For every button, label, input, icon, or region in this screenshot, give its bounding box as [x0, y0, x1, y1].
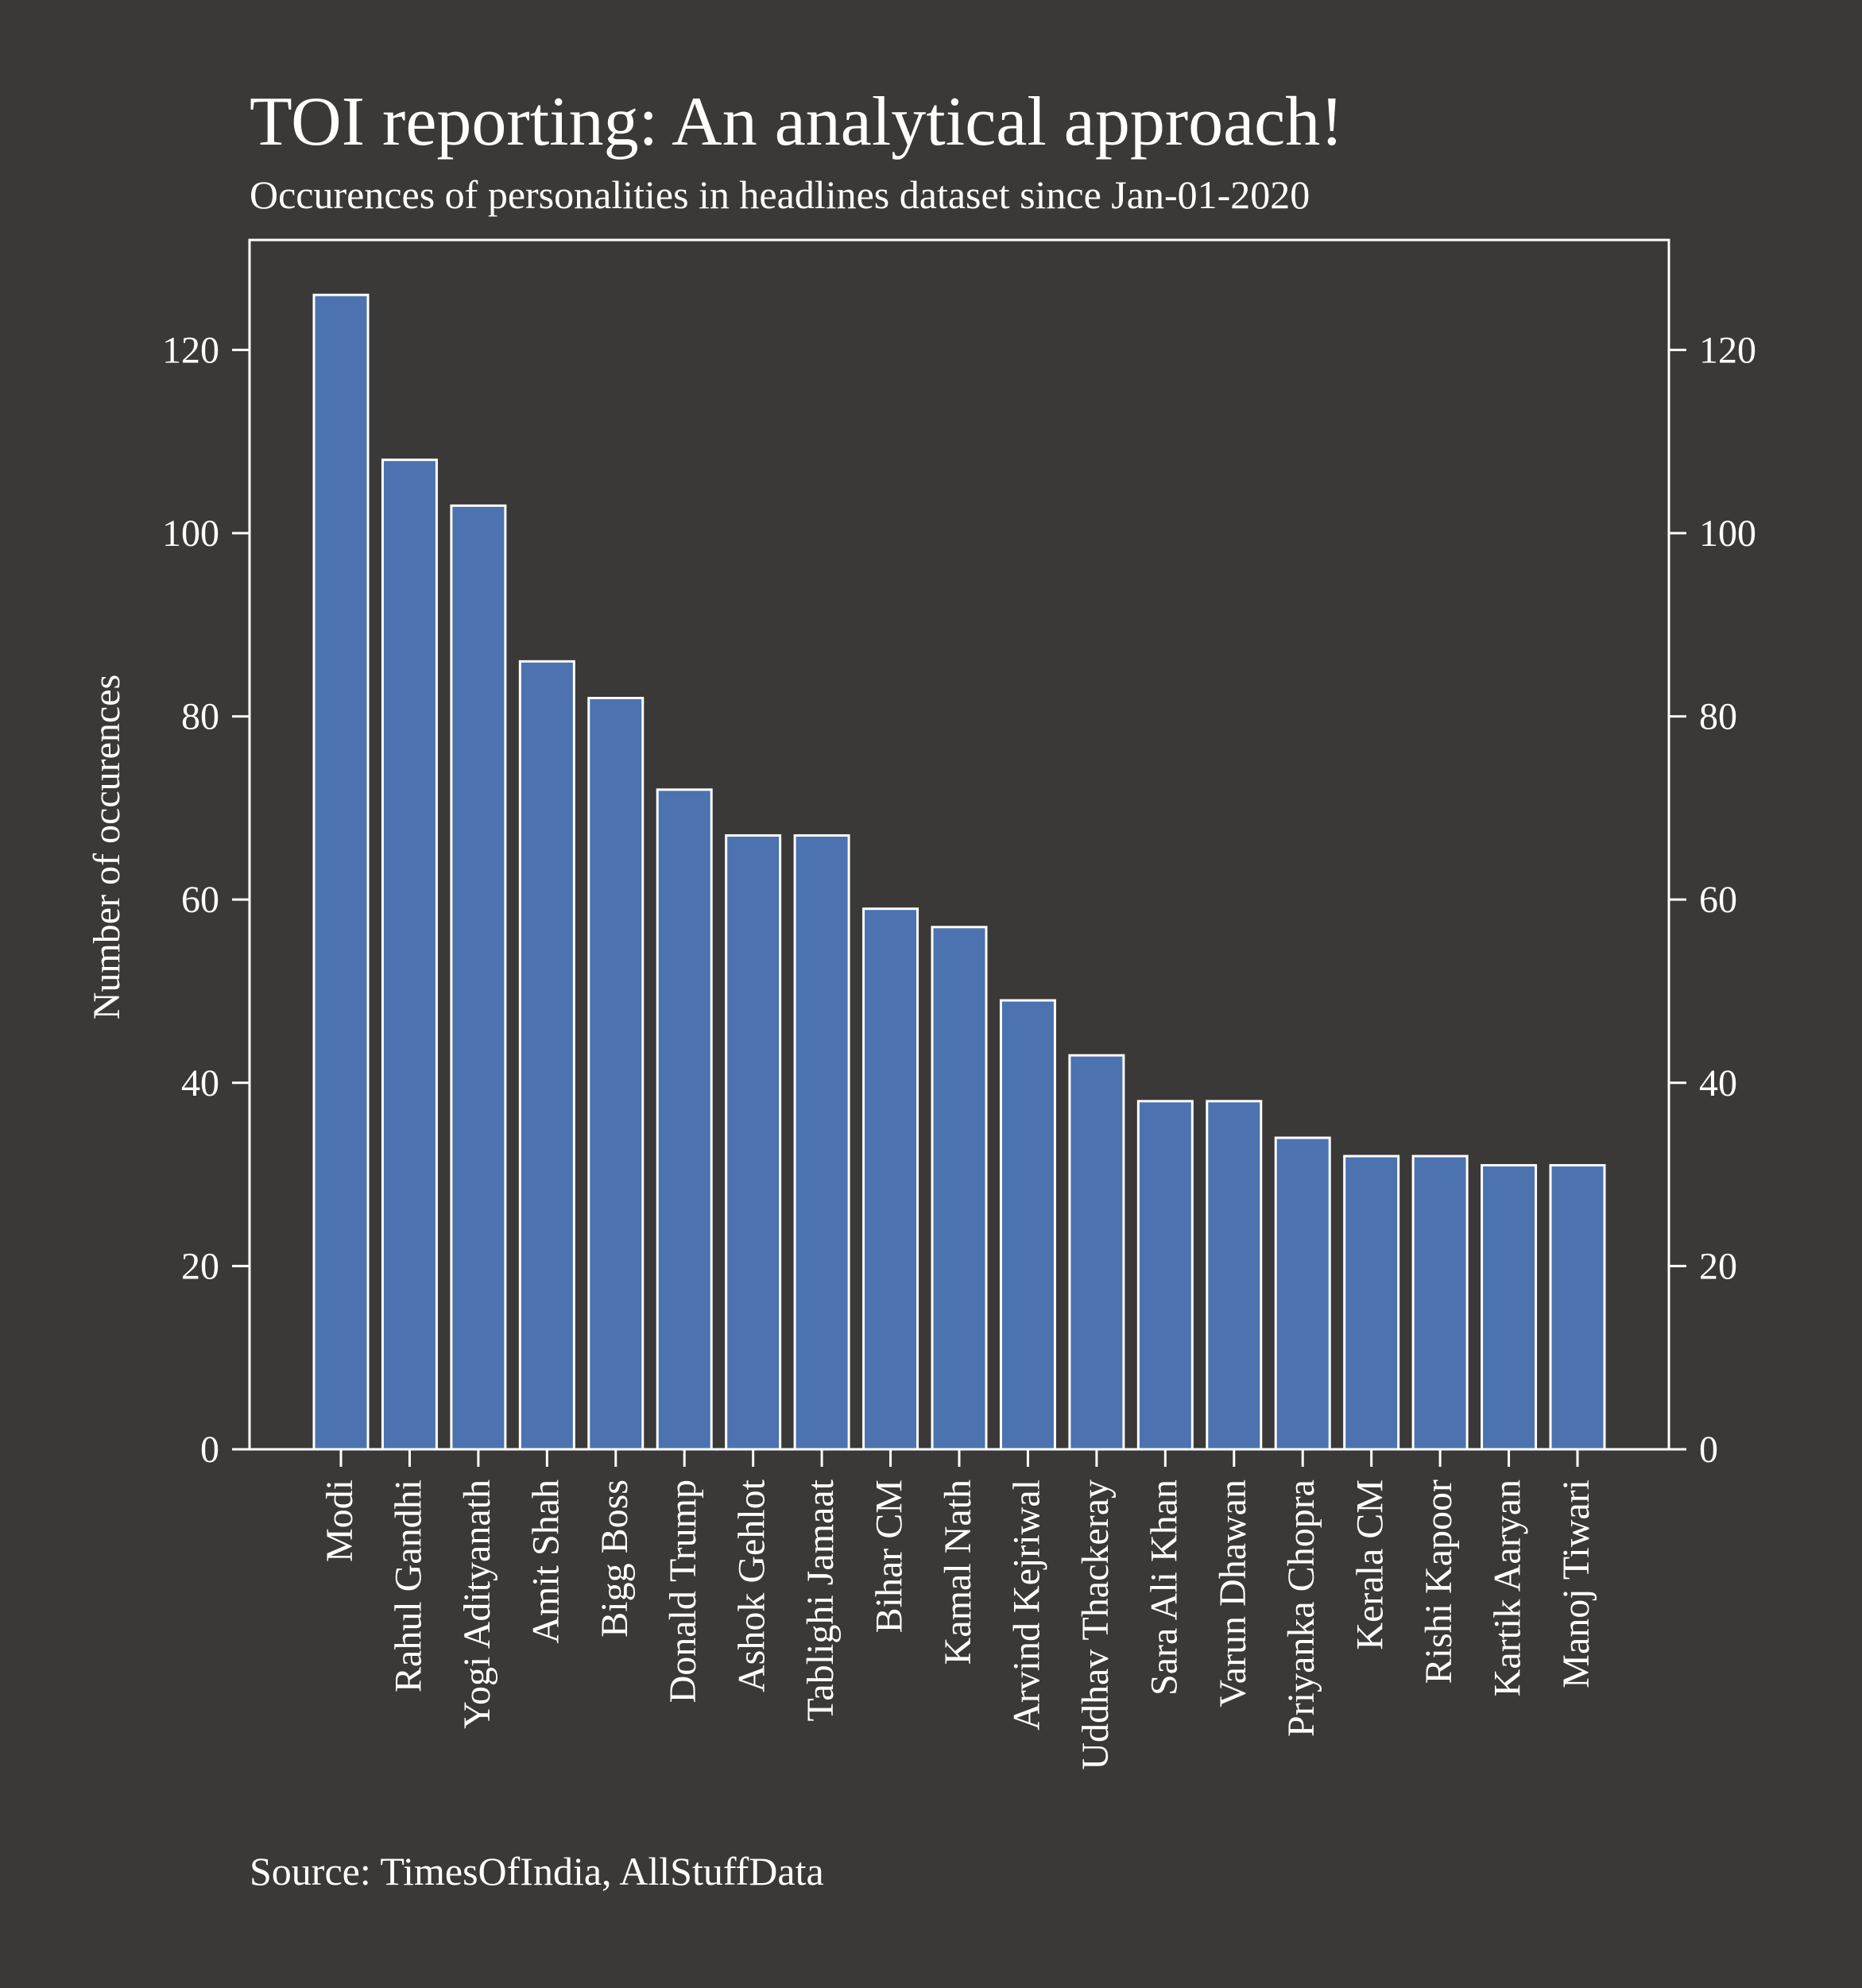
bar: [1549, 1164, 1606, 1451]
y-tick-label-right: 100: [1699, 512, 1756, 555]
x-tick-label: Yogi Adityanath: [456, 1479, 498, 1729]
y-tick-label-right: 20: [1699, 1245, 1737, 1287]
bar: [1481, 1164, 1538, 1451]
y-tick-label-right: 40: [1699, 1062, 1737, 1104]
x-tick-label: Priyanka Chopra: [1280, 1479, 1322, 1737]
bar: [931, 926, 988, 1451]
y-tick-label-right: 0: [1699, 1429, 1718, 1471]
x-tick-label: Manoj Tiwari: [1555, 1479, 1597, 1688]
x-tick-label: Modi: [319, 1479, 361, 1562]
bar: [450, 504, 507, 1451]
x-tick-label: Arvind Kejriwal: [1005, 1479, 1047, 1731]
y-tick-label-left: 80: [181, 696, 219, 738]
y-tick-label-left: 20: [181, 1245, 219, 1287]
bar: [862, 907, 919, 1451]
x-tick-label: Bihar CM: [869, 1479, 911, 1633]
x-tick-label: Kamal Nath: [937, 1479, 979, 1665]
y-tick-label-right: 120: [1699, 329, 1756, 371]
x-tick-label: Kerala CM: [1349, 1479, 1392, 1650]
x-tick-label: Uddhav Thackeray: [1074, 1479, 1117, 1770]
x-tick-label: Kartik Aaryan: [1487, 1479, 1529, 1696]
x-tick-label: Varun Dhawan: [1212, 1479, 1254, 1708]
x-tick-label: Ashok Gehlot: [731, 1479, 773, 1692]
bar: [1274, 1136, 1331, 1451]
x-tick-label: Bigg Boss: [594, 1479, 636, 1638]
chart-subtitle: Occurences of personalities in headlines…: [250, 172, 1310, 217]
x-tick-label: Amit Shah: [525, 1479, 567, 1644]
y-tick-label-right: 60: [1699, 879, 1737, 921]
chart-title: TOI reporting: An analytical approach!: [250, 83, 1344, 161]
bar: [381, 458, 438, 1451]
bar: [999, 999, 1056, 1451]
bar: [656, 788, 713, 1451]
x-tick-label: Rishi Kapoor: [1418, 1479, 1460, 1684]
y-tick-label-left: 0: [200, 1429, 219, 1471]
bar: [1068, 1054, 1125, 1451]
y-tick-label-right: 80: [1699, 696, 1737, 738]
bar: [725, 833, 782, 1451]
bar: [793, 833, 850, 1451]
bar: [1136, 1100, 1194, 1451]
y-tick-label-left: 100: [162, 512, 219, 555]
x-tick-label: Tablighi Jamaat: [799, 1479, 842, 1721]
y-axis-right: 0 20 40 60 80 100 120: [1669, 329, 1756, 1471]
bar: [312, 293, 370, 1451]
y-tick-label-left: 40: [181, 1062, 219, 1104]
bars-group: [312, 293, 1606, 1451]
x-tick-label: Donald Trump: [662, 1479, 704, 1703]
y-tick-label-left: 60: [181, 879, 219, 921]
x-tick-label: Rahul Gandhi: [387, 1479, 429, 1692]
x-axis: Modi Rahul Gandhi Yogi Adityanath Amit Shah…: [319, 1449, 1597, 1770]
y-axis-left: 0 20 40 60 80 100 120: [162, 329, 250, 1471]
source-note: Source: TimesOfIndia, AllStuffData: [250, 1849, 824, 1893]
y-axis-label: Number of occurences: [86, 675, 128, 1019]
bar: [1206, 1100, 1263, 1451]
bar: [518, 659, 575, 1451]
bar: [587, 697, 645, 1451]
bar: [1343, 1155, 1400, 1451]
bar: [1411, 1155, 1469, 1451]
y-tick-label-left: 120: [162, 329, 219, 371]
x-tick-label: Sara Ali Khan: [1143, 1479, 1185, 1696]
